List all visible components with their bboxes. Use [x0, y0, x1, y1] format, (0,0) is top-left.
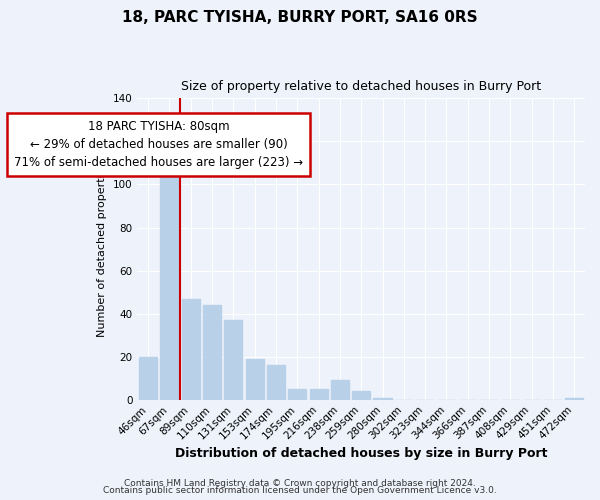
Bar [331, 380, 349, 400]
Bar [373, 398, 392, 400]
Text: Contains HM Land Registry data © Crown copyright and database right 2024.: Contains HM Land Registry data © Crown c… [124, 478, 476, 488]
Text: Contains public sector information licensed under the Open Government Licence v3: Contains public sector information licen… [103, 486, 497, 495]
X-axis label: Distribution of detached houses by size in Burry Port: Distribution of detached houses by size … [175, 447, 547, 460]
Bar [565, 398, 583, 400]
Bar [288, 389, 307, 400]
Bar [267, 366, 285, 400]
Bar [352, 391, 370, 400]
Bar [203, 305, 221, 400]
Bar [310, 389, 328, 400]
Title: Size of property relative to detached houses in Burry Port: Size of property relative to detached ho… [181, 80, 541, 93]
Text: 18, PARC TYISHA, BURRY PORT, SA16 0RS: 18, PARC TYISHA, BURRY PORT, SA16 0RS [122, 10, 478, 25]
Bar [139, 356, 157, 400]
Bar [245, 359, 264, 400]
Y-axis label: Number of detached properties: Number of detached properties [97, 162, 107, 336]
Bar [182, 298, 200, 400]
Text: 18 PARC TYISHA: 80sqm
← 29% of detached houses are smaller (90)
71% of semi-deta: 18 PARC TYISHA: 80sqm ← 29% of detached … [14, 120, 303, 169]
Bar [224, 320, 242, 400]
Bar [160, 163, 178, 400]
